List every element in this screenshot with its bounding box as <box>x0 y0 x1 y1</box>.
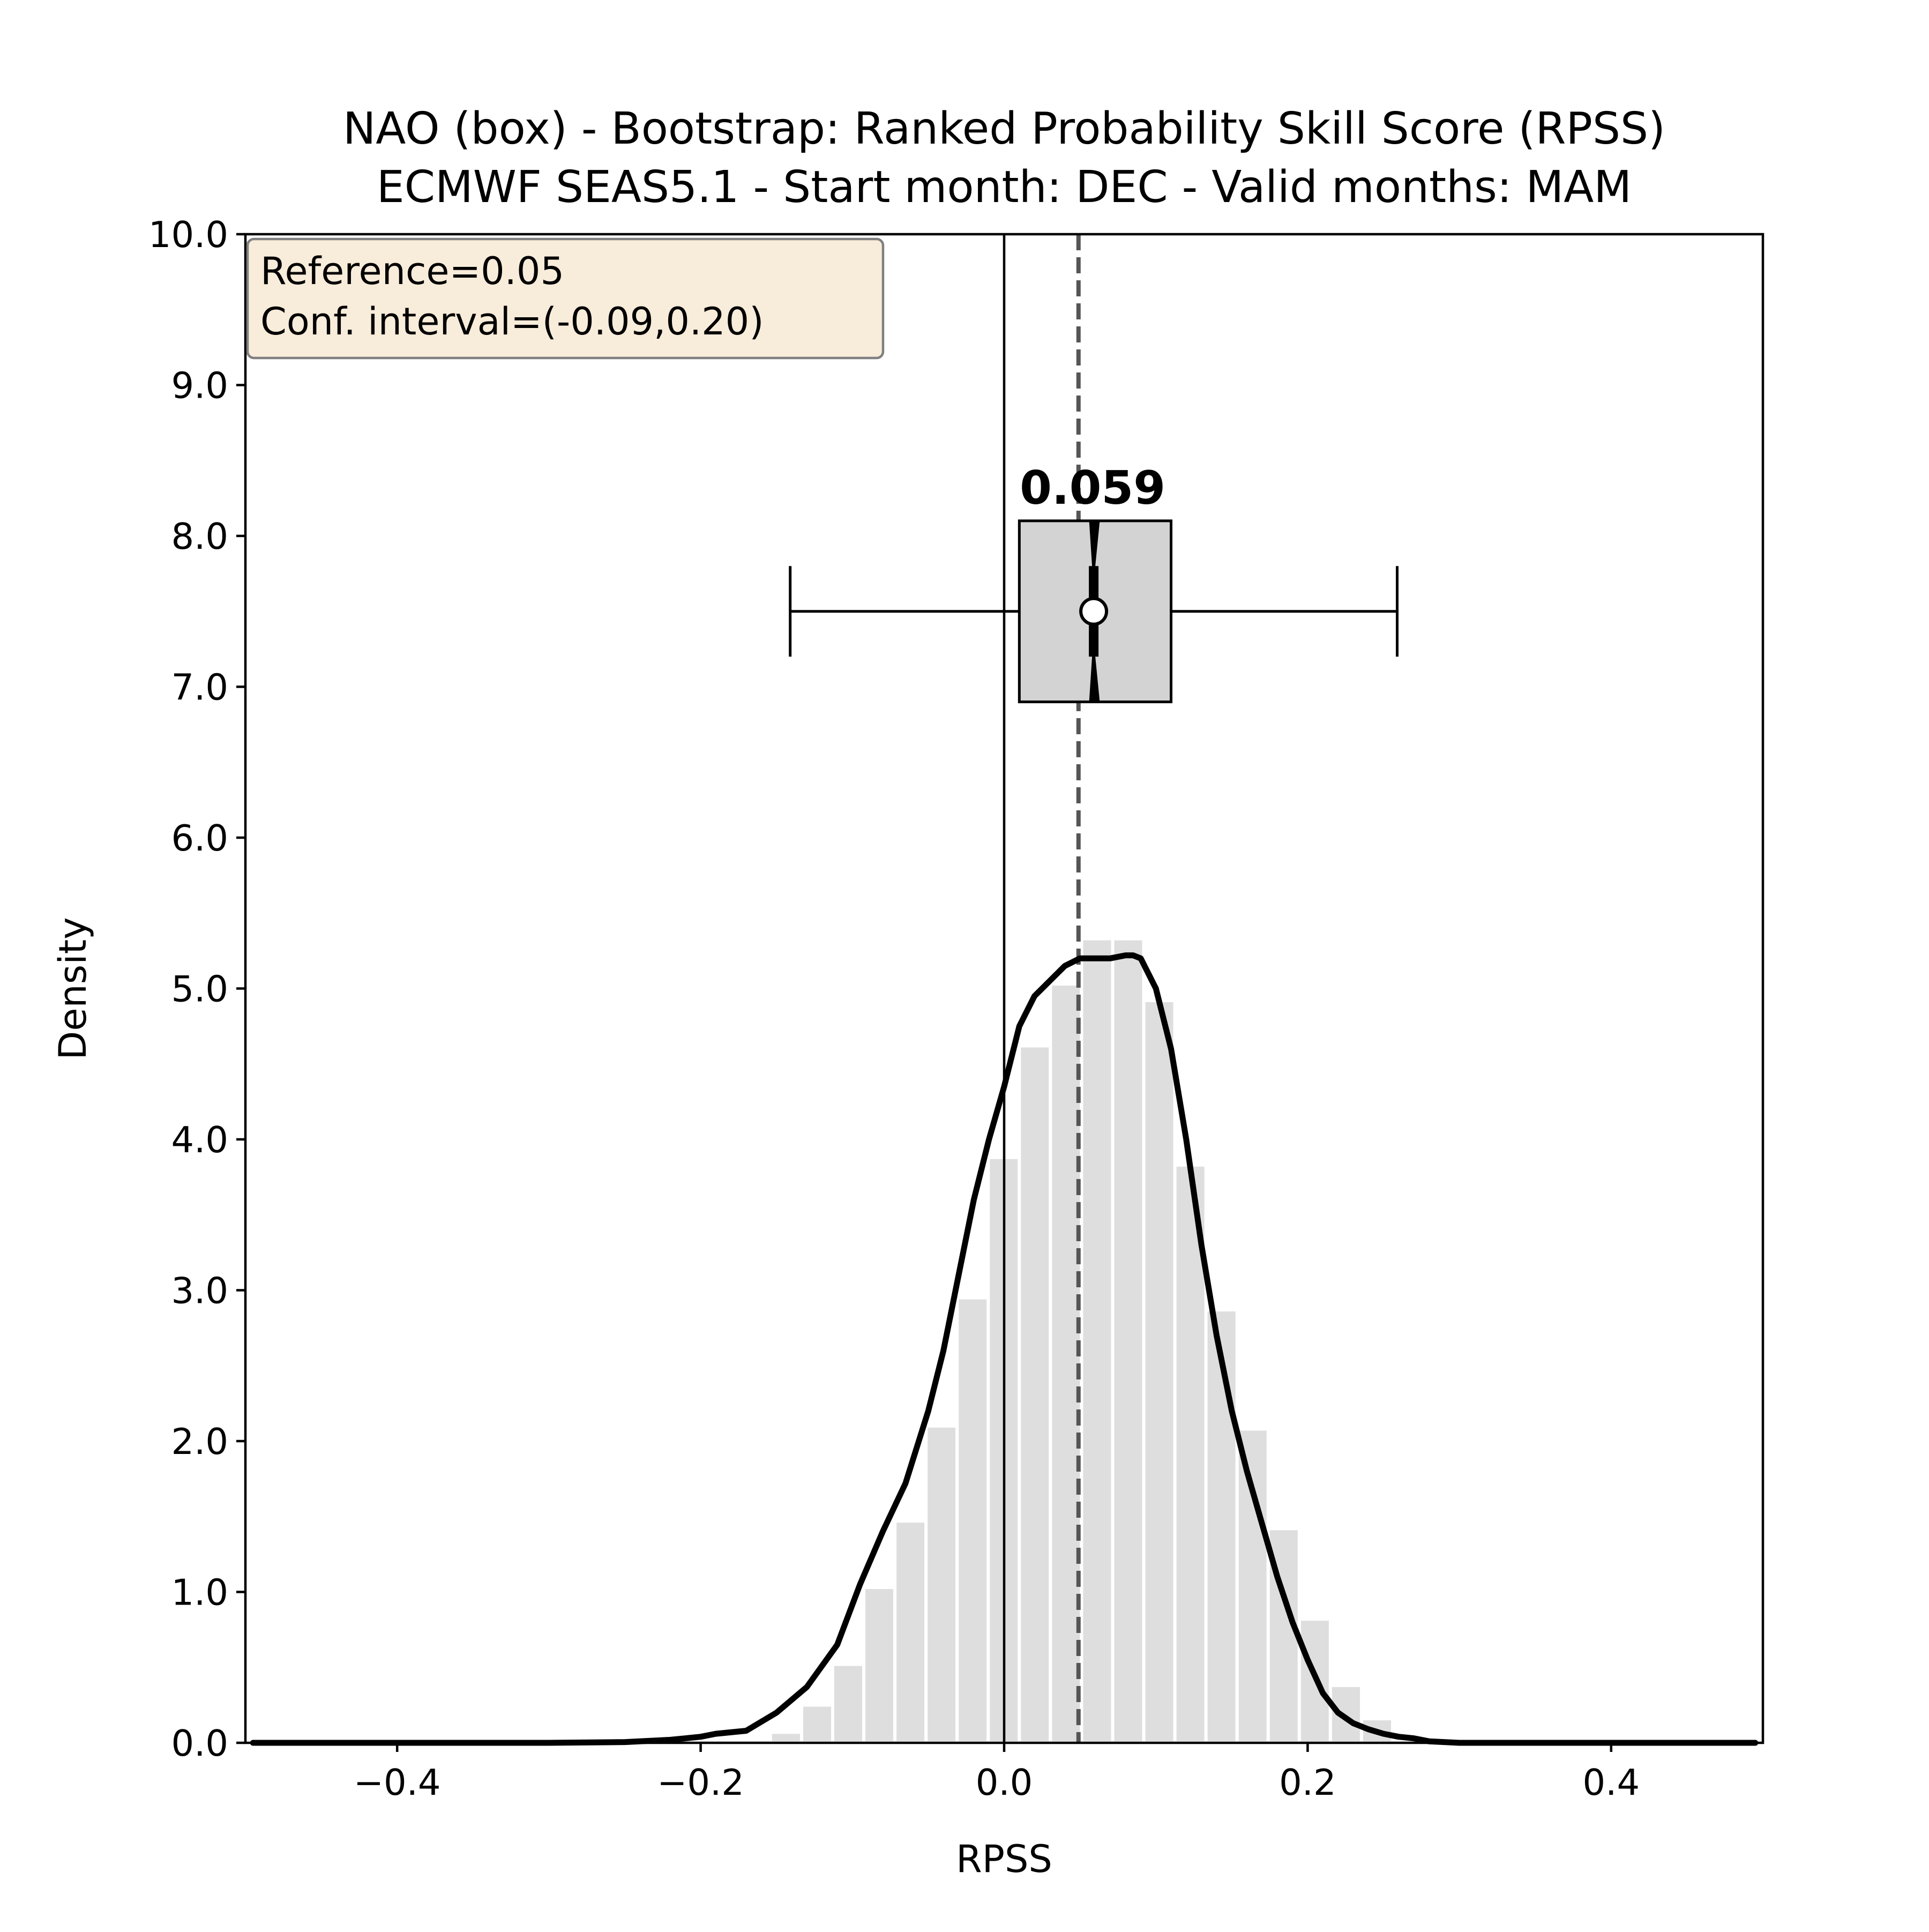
x-tick-label: −0.2 <box>657 1762 744 1803</box>
reference-box: Reference=0.05 Conf. interval=(-0.09,0.2… <box>246 237 885 360</box>
x-tick-label: 0.0 <box>976 1762 1033 1803</box>
histogram-bar <box>1080 937 1115 1744</box>
y-tick-label: 1.0 <box>171 1572 228 1614</box>
y-tick-label: 10.0 <box>148 214 228 256</box>
histogram-bar <box>831 1662 866 1745</box>
x-tick-label: 0.4 <box>1583 1762 1640 1803</box>
y-tick-label: 0.0 <box>171 1722 228 1764</box>
x-tick-label: −0.4 <box>354 1762 441 1803</box>
y-tick-label: 7.0 <box>171 667 228 708</box>
kde-curve <box>250 952 1759 1746</box>
y-tick-label: 8.0 <box>171 516 228 557</box>
chart-title-line-2: ECMWF SEAS5.1 - Start month: DEC - Valid… <box>377 162 1632 213</box>
x-tick-label: 0.2 <box>1279 1762 1336 1803</box>
histogram-bar <box>1142 999 1177 1744</box>
reference-lines <box>1003 234 1081 1743</box>
reference-box-background <box>246 237 885 360</box>
chart-title-line-1: NAO (box) - Bootstrap: Ranked Probabilit… <box>343 103 1665 154</box>
histogram-bar <box>1173 1163 1208 1744</box>
histogram-bar <box>1204 1308 1239 1744</box>
y-tick-label: 2.0 <box>171 1421 228 1463</box>
histogram-bar <box>1328 1684 1363 1745</box>
histogram-bar <box>955 1296 990 1744</box>
histogram-bars <box>768 937 1394 1745</box>
y-axis: 0.0 1.0 2.0 3.0 4.0 5.0 6.0 7.0 8.0 9.0 10.0 <box>148 214 245 1764</box>
x-axis: −0.4 −0.2 0.0 0.2 0.4 <box>354 1743 1640 1803</box>
boxplot <box>789 519 1399 704</box>
y-tick-label: 5.0 <box>171 968 228 1010</box>
histogram-bar <box>799 1703 834 1744</box>
y-tick-label: 3.0 <box>171 1270 228 1312</box>
mean-marker <box>1079 596 1109 626</box>
histogram-bar <box>1018 1044 1052 1744</box>
y-tick-label: 6.0 <box>171 817 228 859</box>
histogram-bar <box>1111 937 1146 1744</box>
y-tick-label: 9.0 <box>171 365 228 407</box>
reference-value-text: Reference=0.05 <box>260 249 564 293</box>
histogram-bar <box>1235 1427 1270 1744</box>
histogram-bar <box>893 1519 928 1745</box>
histogram-bar <box>862 1586 897 1744</box>
histogram-bar <box>768 1730 803 1744</box>
kde-line <box>250 952 1759 1746</box>
x-axis-label: RPSS <box>956 1837 1052 1881</box>
median-value-label: 0.059 <box>1020 461 1165 515</box>
confidence-interval-text: Conf. interval=(-0.09,0.20) <box>260 300 764 344</box>
histogram-bar <box>924 1424 959 1745</box>
y-tick-label: 4.0 <box>171 1119 228 1161</box>
y-axis-label: Density <box>51 917 95 1060</box>
